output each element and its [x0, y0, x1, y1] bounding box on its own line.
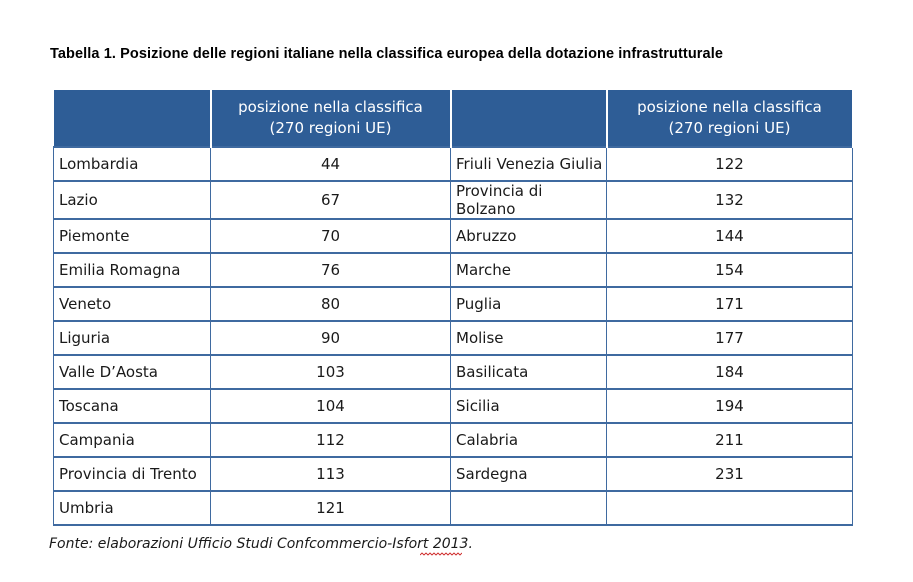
left-region-cell: Lazio — [53, 180, 211, 220]
table-row: Umbria 121 — [53, 490, 853, 526]
header-rank-right: posizione nella classifica (270 regioni … — [605, 90, 854, 147]
right-rank-cell: 194 — [606, 388, 853, 424]
right-region-cell: Molise — [450, 320, 607, 356]
right-region-cell: Puglia — [450, 286, 607, 322]
left-rank-cell: 44 — [210, 146, 451, 182]
table-row: Toscana 104 Sicilia 194 — [53, 388, 853, 424]
left-region-cell: Piemonte — [53, 218, 211, 254]
left-rank-cell: 67 — [210, 180, 451, 220]
left-region-cell: Provincia di Trento — [53, 456, 211, 492]
left-rank-cell: 80 — [210, 286, 451, 322]
right-rank-cell: 231 — [606, 456, 853, 492]
left-rank-cell: 112 — [210, 422, 451, 458]
right-rank-cell: 211 — [606, 422, 853, 458]
right-rank-cell: 132 — [606, 180, 853, 220]
table-header-row: posizione nella classifica (270 regioni … — [53, 90, 854, 147]
left-region-cell: Campania — [53, 422, 211, 458]
right-region-cell: Abruzzo — [450, 218, 607, 254]
table-body: Lombardia 44 Friuli Venezia Giulia 122 L… — [53, 146, 853, 526]
table-row: Campania 112 Calabria 211 — [53, 422, 853, 458]
table-row: Lombardia 44 Friuli Venezia Giulia 122 — [53, 146, 853, 182]
right-region-cell: Sicilia — [450, 388, 607, 424]
table-row: Liguria 90 Molise 177 — [53, 320, 853, 356]
right-region-cell: Basilicata — [450, 354, 607, 390]
right-rank-cell: 184 — [606, 354, 853, 390]
spellcheck-underline — [420, 552, 462, 556]
left-region-cell: Liguria — [53, 320, 211, 356]
left-rank-cell: 104 — [210, 388, 451, 424]
table-row: Lazio 67 Provincia di Bolzano 132 — [53, 180, 853, 220]
header-rank-left-line1: posizione nella classifica — [238, 98, 423, 116]
source-note: Fonte: elaborazioni Ufficio Studi Confco… — [49, 536, 473, 552]
left-rank-cell: 113 — [210, 456, 451, 492]
left-region-cell: Lombardia — [53, 146, 211, 182]
right-rank-cell: 144 — [606, 218, 853, 254]
right-rank-cell — [606, 490, 853, 526]
header-rank-left-line2: (270 regioni UE) — [269, 119, 392, 137]
left-region-cell: Veneto — [53, 286, 211, 322]
right-region-cell: Friuli Venezia Giulia — [450, 146, 607, 182]
left-rank-cell: 76 — [210, 252, 451, 288]
header-rank-left: posizione nella classifica (270 regioni … — [209, 90, 452, 147]
left-rank-cell: 90 — [210, 320, 451, 356]
left-region-cell: Valle D’Aosta — [53, 354, 211, 390]
right-region-cell — [450, 490, 607, 526]
left-region-cell: Umbria — [53, 490, 211, 526]
left-region-cell: Emilia Romagna — [53, 252, 211, 288]
right-rank-cell: 177 — [606, 320, 853, 356]
left-region-cell: Toscana — [53, 388, 211, 424]
table-row: Provincia di Trento 113 Sardegna 231 — [53, 456, 853, 492]
ranking-table: posizione nella classifica (270 regioni … — [53, 90, 854, 526]
header-rank-right-line1: posizione nella classifica — [637, 98, 822, 116]
header-rank-right-line2: (270 regioni UE) — [668, 119, 791, 137]
right-rank-cell: 122 — [606, 146, 853, 182]
right-region-cell: Provincia di Bolzano — [450, 180, 607, 220]
table-row: Veneto 80 Puglia 171 — [53, 286, 853, 322]
right-rank-cell: 154 — [606, 252, 853, 288]
header-region-left — [53, 90, 212, 147]
table-row: Emilia Romagna 76 Marche 154 — [53, 252, 853, 288]
right-region-cell: Marche — [450, 252, 607, 288]
table-row: Valle D’Aosta 103 Basilicata 184 — [53, 354, 853, 390]
table-title: Tabella 1. Posizione delle regioni itali… — [50, 46, 723, 62]
right-region-cell: Sardegna — [450, 456, 607, 492]
left-rank-cell: 121 — [210, 490, 451, 526]
left-rank-cell: 103 — [210, 354, 451, 390]
right-rank-cell: 171 — [606, 286, 853, 322]
table-row: Piemonte 70 Abruzzo 144 — [53, 218, 853, 254]
left-rank-cell: 70 — [210, 218, 451, 254]
header-region-right — [449, 90, 607, 147]
right-region-cell: Calabria — [450, 422, 607, 458]
